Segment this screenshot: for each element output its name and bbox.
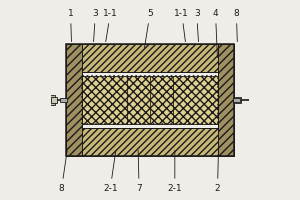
Bar xyxy=(82,76,218,124)
Text: 5: 5 xyxy=(145,9,153,48)
Text: 3: 3 xyxy=(194,9,200,42)
Text: 2-1: 2-1 xyxy=(103,150,118,193)
Text: 2: 2 xyxy=(215,150,220,193)
Bar xyxy=(60,98,67,102)
Text: 8: 8 xyxy=(233,9,239,42)
Text: 1-1: 1-1 xyxy=(103,9,118,42)
Bar xyxy=(66,44,234,156)
Text: 7: 7 xyxy=(136,150,142,193)
Text: 1-1: 1-1 xyxy=(174,9,189,42)
Bar xyxy=(236,97,241,103)
Text: 2-1: 2-1 xyxy=(167,150,182,193)
Bar xyxy=(66,44,83,156)
Bar xyxy=(233,98,240,102)
Bar xyxy=(82,76,218,124)
Bar xyxy=(52,97,57,103)
Text: 1: 1 xyxy=(68,9,74,42)
Bar xyxy=(249,95,255,105)
Text: 3: 3 xyxy=(92,9,98,42)
Bar xyxy=(48,95,55,105)
Text: 8: 8 xyxy=(59,150,67,193)
Bar xyxy=(218,44,234,156)
Bar xyxy=(66,44,234,72)
Bar xyxy=(66,128,234,156)
Text: 4: 4 xyxy=(213,9,218,58)
